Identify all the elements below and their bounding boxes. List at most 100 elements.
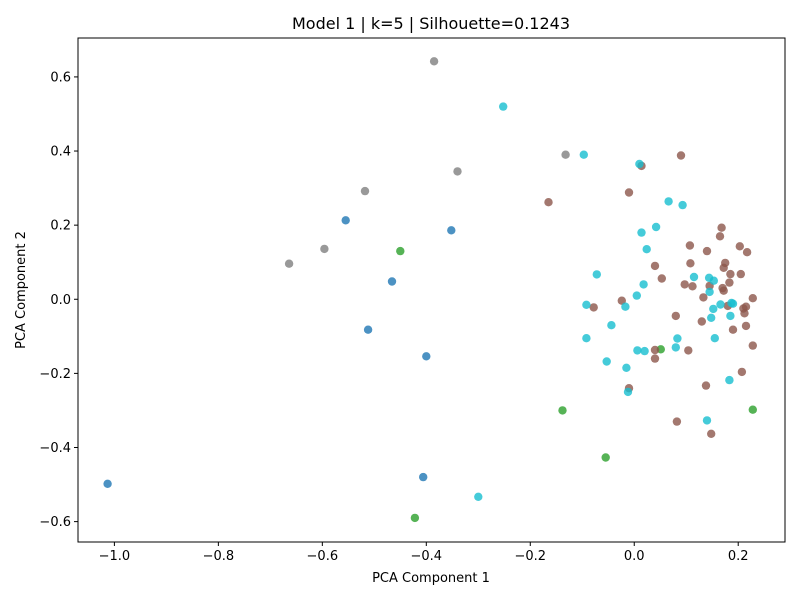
point-cluster-4-30	[710, 334, 719, 343]
x-tick-label: −0.8	[203, 549, 235, 564]
point-cluster-0-6	[447, 226, 456, 235]
point-cluster-3-0	[284, 259, 294, 268]
point-cluster-4-20	[671, 343, 680, 352]
point-cluster-4-0	[499, 102, 508, 111]
point-cluster-3-1	[320, 244, 329, 254]
point-cluster-1-0	[396, 246, 405, 256]
point-cluster-2-40	[741, 321, 751, 331]
point-cluster-4-14	[637, 228, 646, 237]
point-cluster-2-34	[735, 242, 744, 251]
point-cluster-2-8	[650, 354, 660, 363]
point-cluster-2-7	[650, 345, 660, 355]
point-cluster-2-12	[676, 151, 686, 160]
point-cluster-2-9	[657, 274, 666, 283]
point-cluster-2-19	[699, 293, 708, 302]
point-cluster-2-23	[707, 429, 716, 438]
point-cluster-0-3	[387, 277, 397, 286]
x-axis-ticks: −1.0 −0.8 −0.6 −0.4 −0.2 0.0 0.2	[99, 542, 749, 564]
point-cluster-4-27	[707, 313, 716, 322]
y-axis-label: PCA Component 2	[14, 231, 29, 349]
point-cluster-2-41	[742, 248, 752, 257]
chart-title: Model 1 | k=5 | Silhouette=0.1243	[292, 14, 570, 33]
point-cluster-4-17	[642, 245, 651, 254]
point-cluster-1-1	[410, 513, 420, 523]
y-tick-label: 0.4	[50, 145, 71, 160]
point-cluster-4-13	[635, 159, 644, 169]
y-tick-label: 0.6	[50, 70, 71, 85]
point-cluster-4-8	[621, 302, 630, 311]
x-tick-label: 0.2	[728, 549, 749, 564]
x-tick-label: −0.4	[411, 549, 443, 564]
y-tick-label: −0.2	[39, 367, 71, 382]
point-cluster-4-3	[582, 300, 591, 309]
point-cluster-2-39	[741, 302, 751, 311]
point-cluster-4-2	[579, 150, 588, 159]
point-cluster-4-15	[639, 280, 648, 289]
point-cluster-4-12	[633, 346, 642, 355]
point-cluster-4-7	[607, 321, 616, 330]
point-cluster-1-3	[601, 453, 610, 462]
point-cluster-4-9	[622, 363, 631, 372]
point-cluster-2-29	[721, 258, 730, 268]
point-cluster-1-5	[748, 405, 757, 414]
y-tick-label: 0.0	[50, 293, 71, 308]
point-cluster-2-31	[725, 278, 734, 287]
point-cluster-4-16	[640, 346, 649, 356]
point-cluster-2-24	[715, 232, 725, 241]
x-tick-label: −0.6	[307, 549, 339, 564]
point-cluster-0-5	[422, 352, 431, 361]
point-cluster-2-16	[686, 259, 695, 268]
point-cluster-4-10	[623, 387, 633, 397]
point-cluster-3-2	[360, 186, 370, 196]
point-cluster-4-26	[705, 287, 714, 297]
point-cluster-4-6	[602, 357, 611, 366]
point-cluster-3-3	[429, 57, 439, 66]
point-cluster-2-25	[717, 223, 726, 232]
point-cluster-4-22	[678, 200, 687, 210]
point-cluster-2-18	[697, 317, 706, 326]
point-cluster-2-32	[726, 269, 735, 279]
point-cluster-4-11	[632, 291, 641, 300]
point-cluster-4-1	[474, 492, 483, 501]
point-cluster-4-23	[689, 272, 699, 282]
point-cluster-0-2	[363, 325, 373, 334]
point-cluster-4-33	[726, 311, 735, 321]
point-cluster-2-42	[748, 294, 757, 303]
point-cluster-4-35	[728, 299, 738, 308]
point-cluster-2-35	[736, 269, 745, 279]
point-cluster-2-11	[672, 417, 682, 426]
point-cluster-2-6	[650, 261, 660, 271]
y-tick-label: −0.4	[39, 441, 71, 456]
point-cluster-4-4	[582, 334, 591, 343]
plot-frame	[77, 37, 786, 543]
point-cluster-1-2	[558, 406, 567, 415]
point-cluster-4-24	[702, 416, 712, 425]
y-tick-label: 0.2	[50, 219, 71, 234]
x-tick-label: −1.0	[99, 549, 131, 564]
point-cluster-2-3	[624, 188, 634, 197]
point-cluster-2-20	[701, 381, 711, 390]
point-cluster-4-5	[592, 270, 601, 279]
point-cluster-4-18	[651, 222, 661, 232]
point-cluster-2-21	[702, 246, 712, 256]
point-cluster-2-0	[544, 198, 553, 207]
y-tick-label: −0.6	[39, 515, 71, 530]
x-tick-label: 0.0	[624, 549, 645, 564]
point-cluster-0-0	[103, 479, 112, 488]
point-cluster-4-28	[709, 304, 718, 314]
point-cluster-2-14	[684, 346, 693, 355]
point-cluster-4-32	[725, 375, 734, 385]
x-axis-label: PCA Component 1	[372, 571, 490, 586]
x-tick-label: −0.2	[514, 549, 546, 564]
point-cluster-0-4	[419, 472, 428, 482]
point-cluster-3-4	[453, 167, 462, 176]
point-cluster-2-33	[728, 325, 738, 334]
point-cluster-2-1	[589, 303, 598, 312]
point-cluster-4-29	[709, 276, 718, 285]
point-cluster-2-28	[719, 286, 728, 295]
point-cluster-3-5	[561, 150, 570, 159]
point-cluster-0-1	[341, 216, 350, 225]
point-cluster-4-21	[673, 334, 682, 343]
point-cluster-2-38	[740, 309, 749, 318]
